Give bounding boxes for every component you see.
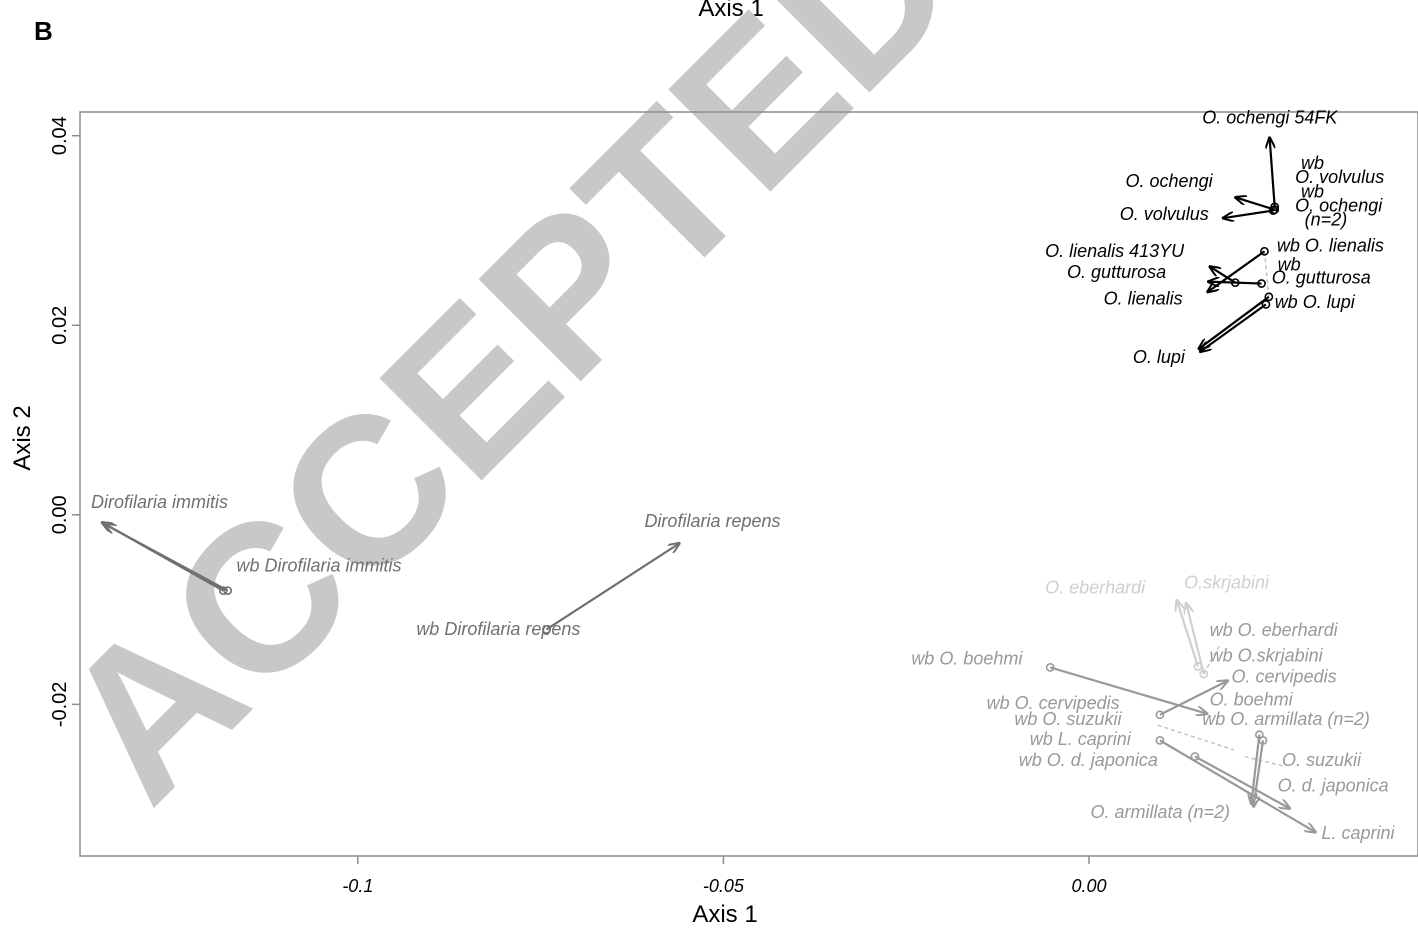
point-label-26: wb O. cervipedis	[987, 693, 1120, 713]
x-tick-label-1: -0.05	[703, 876, 745, 896]
arrow-0	[1270, 138, 1276, 207]
point-label-2: O. volvulus	[1295, 167, 1384, 187]
point-label-18: Dirofilaria repens	[644, 511, 780, 531]
watermark: ACCEPTED MAN	[16, 0, 1378, 844]
point-label-20: O. eberhardi	[1045, 577, 1146, 597]
dashed-link-3	[1157, 724, 1234, 751]
dashed-link-0	[1263, 251, 1270, 297]
point-marker-5	[1260, 246, 1269, 256]
point-marker-14	[1258, 735, 1268, 745]
arrow-12	[1159, 681, 1228, 716]
arrow-11	[1049, 666, 1207, 713]
x-axis-label: Axis 1	[692, 901, 757, 928]
arrow-3	[1210, 266, 1236, 284]
point-label-1: wb	[1301, 153, 1324, 173]
point-marker-15	[1155, 735, 1165, 745]
point-label-35: L. caprini	[1321, 823, 1395, 843]
point-label-31: wb O. d. japonica	[1019, 750, 1158, 770]
point-marker-2	[1268, 206, 1278, 215]
point-label-27: O. boehmi	[1210, 689, 1294, 709]
point-label-10: wb	[1278, 254, 1301, 274]
arrow-18	[1186, 603, 1205, 675]
x-tick-label-0: -0.1	[342, 876, 373, 896]
panel-label: B	[34, 16, 53, 46]
arrow-1	[1235, 197, 1276, 211]
point-marker-6	[1264, 292, 1274, 302]
point-label-9: O. lienalis 413YU	[1045, 241, 1185, 261]
point-label-21: O.skrjabini	[1184, 573, 1270, 593]
point-marker-8	[223, 586, 233, 596]
y-tick-label-2: 0.00	[49, 495, 71, 534]
point-marker-16	[1190, 752, 1200, 761]
arrow-16	[1194, 755, 1290, 808]
point-label-4: O. ochengi	[1295, 196, 1383, 216]
point-label-12: O. gutturosa	[1272, 268, 1371, 288]
x-tick-label-2: 0.00	[1071, 876, 1106, 896]
point-label-32: O. suzukii	[1282, 750, 1362, 770]
y-tick-label-0: 0.04	[49, 116, 71, 155]
point-marker-9	[218, 586, 228, 596]
dashed-link-2	[1203, 643, 1222, 675]
point-marker-4	[1257, 279, 1266, 288]
arrow-13	[1251, 734, 1261, 804]
point-label-24: wb O. boehmi	[911, 649, 1023, 669]
point-label-34: O. armillata (n=2)	[1090, 802, 1230, 822]
point-marker-10	[542, 625, 551, 634]
arrow-2	[1223, 209, 1274, 219]
point-label-28: wb O. suzukii	[1014, 709, 1122, 729]
point-label-17: wb Dirofilaria immitis	[236, 556, 401, 576]
point-marker-7	[1261, 299, 1271, 309]
point-label-0: O. ochengi 54FK	[1202, 107, 1338, 127]
plot-frame	[79, 111, 1418, 857]
point-label-15: O. lupi	[1133, 347, 1186, 367]
point-label-8: wb O. lienalis	[1277, 235, 1384, 255]
point-label-30: wb L. caprini	[1030, 729, 1132, 749]
point-label-7: O. volvulus	[1120, 204, 1209, 224]
arrow-9	[102, 522, 224, 592]
y-tick-label-3: -0.02	[49, 682, 71, 728]
arrows	[102, 138, 1316, 833]
y-axis-label: Axis 2	[9, 405, 36, 470]
point-label-3: wb	[1301, 181, 1324, 201]
point-label-23: wb O.skrjabini	[1210, 646, 1324, 666]
axis-ticks: -0.1 -0.05 0.00 0.04 0.02 0.00 -0.02	[49, 116, 1107, 896]
arrow-15	[1159, 739, 1316, 832]
point-label-19: wb Dirofilaria repens	[416, 619, 580, 639]
arrow-4	[1208, 282, 1262, 284]
point-label-29: wb O. armillata (n=2)	[1202, 709, 1370, 729]
y-tick-label-1: 0.02	[49, 306, 71, 345]
point-label-11: O. gutturosa	[1067, 262, 1166, 282]
point-label-6: O. ochengi	[1126, 171, 1214, 191]
arrow-7	[1200, 303, 1267, 351]
arrow-10	[545, 543, 679, 631]
point-label-25: O. cervipedis	[1232, 667, 1337, 687]
point-label-22: wb O. eberhardi	[1210, 620, 1339, 640]
dashed-link-4	[1244, 755, 1283, 767]
point-label-5: (n=2)	[1305, 210, 1348, 230]
point-marker-12	[1155, 710, 1165, 720]
arrow-5	[1207, 250, 1266, 292]
point-marker-11	[1045, 662, 1055, 672]
point-label-16: Dirofilaria immitis	[91, 492, 228, 512]
arrow-6	[1199, 295, 1270, 349]
point-label-13: O. lienalis	[1104, 288, 1183, 308]
arrow-17	[1177, 600, 1199, 667]
point-marker-18	[1199, 669, 1209, 679]
top-residual-axis-text: Axis 1	[698, 0, 763, 22]
point-label-33: O. d. japonica	[1278, 776, 1389, 796]
point-label-14: wb O. lupi	[1275, 292, 1356, 312]
